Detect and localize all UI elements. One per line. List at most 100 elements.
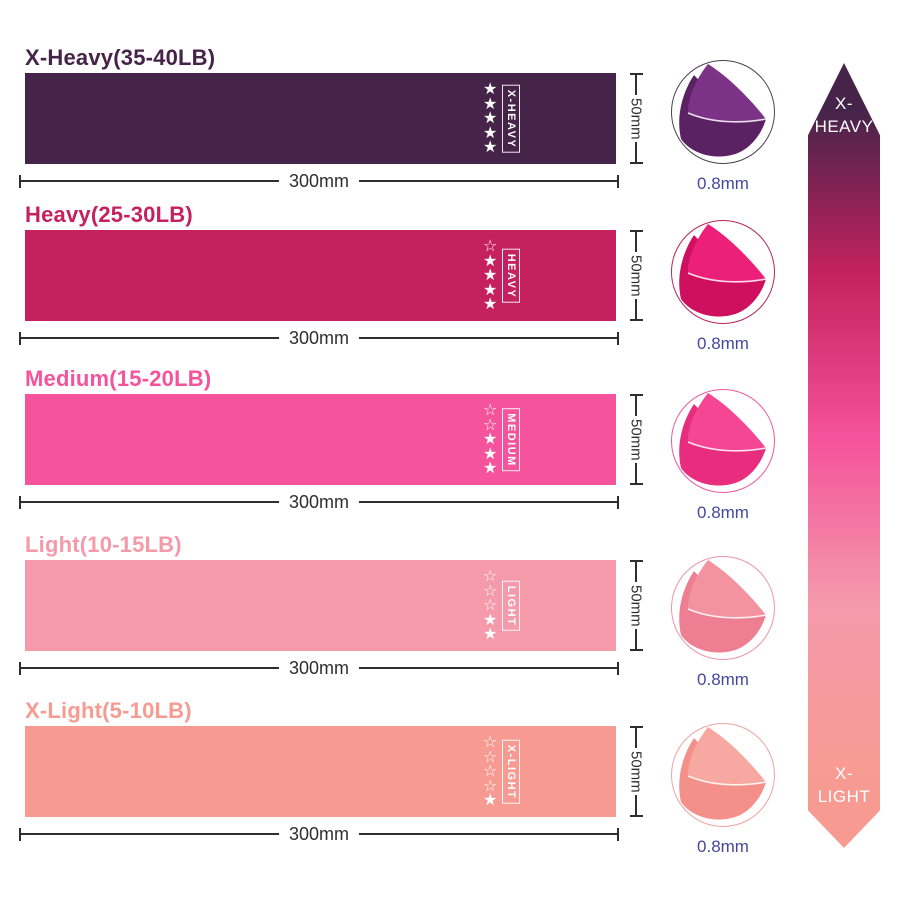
- star-icon: ★: [483, 443, 498, 463]
- star-icon: ★: [483, 137, 498, 156]
- dimension-tick: [19, 827, 21, 841]
- dimension-line: [21, 501, 279, 503]
- dimension-line: [21, 180, 279, 182]
- dimension-tick: [617, 827, 619, 841]
- thickness-thumb-heavy: 0.8mm: [668, 220, 778, 354]
- star-icon: ★: [483, 93, 498, 113]
- star-icon: ☆: [483, 236, 498, 255]
- band-title: X-Light(5-10LB): [25, 698, 192, 723]
- folded-band-graphic: [679, 727, 767, 820]
- height-dimension-label: 50mm: [627, 97, 645, 140]
- folded-band-graphic: [679, 64, 767, 157]
- star-rating: ☆ ☆ ☆ ☆ ★: [483, 734, 498, 809]
- width-dimension: 300mm: [19, 164, 619, 198]
- folded-band-graphic: [679, 393, 767, 486]
- star-icon: ★: [483, 458, 498, 477]
- star-icon: ☆: [483, 400, 498, 419]
- star-icon: ☆: [483, 566, 498, 585]
- height-dimension: 50mm: [627, 73, 645, 164]
- thickness-thumb-x-light: 0.8mm: [668, 723, 778, 857]
- band-fold-flap: [687, 727, 766, 785]
- dimension-tick: [629, 319, 643, 321]
- dimension-tick: [629, 394, 643, 396]
- band-title: Medium(15-20LB): [25, 366, 212, 391]
- band-fold-highlight: [687, 441, 767, 452]
- thickness-label: 0.8mm: [697, 503, 749, 522]
- folded-band-photo: [671, 60, 775, 164]
- thickness-thumb-light: 0.8mm: [668, 556, 778, 690]
- resistance-band-x-heavy: ★ ★ ★ ★ ★ X-HEAVY: [25, 73, 616, 164]
- width-dimension: 300mm: [19, 485, 619, 519]
- band-title: X-Heavy(35-40LB): [25, 45, 216, 70]
- dimension-line: [21, 667, 279, 669]
- dimension-line: [635, 463, 637, 483]
- dimension-line: [359, 180, 617, 182]
- dimension-tick: [629, 230, 643, 232]
- band-strength-label: X-LIGHT: [502, 739, 520, 804]
- dimension-tick: [617, 495, 619, 509]
- band-fold-highlight: [687, 112, 767, 123]
- star-rating: ☆ ☆ ★ ★ ★: [483, 400, 498, 477]
- band-fold-highlight: [687, 608, 767, 619]
- folded-band-photo: [671, 556, 775, 660]
- star-icon: ★: [483, 122, 498, 142]
- dimension-tick: [629, 73, 643, 75]
- width-dimension-label: 300mm: [288, 657, 350, 678]
- dimension-tick: [19, 331, 21, 345]
- arrow-label-x-light: X- LIGHT: [808, 762, 880, 808]
- star-icon: ★: [483, 279, 498, 299]
- thickness-label: 0.8mm: [697, 334, 749, 353]
- thickness-label: 0.8mm: [697, 670, 749, 689]
- star-icon: ☆: [483, 746, 498, 766]
- dimension-tick: [617, 331, 619, 345]
- height-dimension-label: 50mm: [627, 750, 645, 793]
- star-icon: ★: [483, 790, 498, 809]
- dimension-line: [635, 795, 637, 815]
- resistance-band-medium: ☆ ☆ ★ ★ ★ MEDIUM: [25, 394, 616, 485]
- band-strength-label: LIGHT: [502, 580, 520, 631]
- band-strength-label: X-HEAVY: [502, 84, 520, 153]
- arrow-label-x-heavy: X- HEAVY: [808, 92, 880, 138]
- arrow-label-line: X-: [835, 764, 853, 783]
- width-dimension-label: 300mm: [288, 491, 350, 512]
- star-icon: ★: [483, 624, 498, 643]
- dimension-line: [21, 337, 279, 339]
- dimension-tick: [617, 174, 619, 188]
- dimension-tick: [629, 560, 643, 562]
- star-rating: ☆ ☆ ☆ ★ ★: [483, 566, 498, 643]
- dimension-tick: [629, 726, 643, 728]
- band-strength-label: HEAVY: [502, 248, 520, 303]
- band-fold-flap: [687, 64, 766, 122]
- dimension-line: [635, 299, 637, 319]
- dimension-line: [635, 396, 637, 416]
- height-dimension-label: 50mm: [627, 584, 645, 627]
- width-dimension-label: 300mm: [288, 327, 350, 348]
- star-icon: ☆: [483, 595, 498, 614]
- dimension-line: [635, 232, 637, 252]
- height-dimension: 50mm: [627, 726, 645, 817]
- dimension-tick: [19, 661, 21, 675]
- band-section-medium: Medium(15-20LB) ☆ ☆ ★ ★ ★ MEDIUM 50mm 30…: [19, 365, 645, 519]
- band-fold-flap: [687, 224, 766, 282]
- width-dimension-label: 300mm: [288, 170, 350, 191]
- height-dimension: 50mm: [627, 560, 645, 651]
- height-dimension: 50mm: [628, 230, 645, 321]
- folded-band-photo: [671, 723, 775, 827]
- width-dimension: 300mm: [19, 651, 619, 685]
- arrow-label-line: HEAVY: [814, 117, 874, 136]
- width-dimension: 300mm: [19, 817, 619, 851]
- star-rating: ☆ ★ ★ ★ ★: [483, 236, 498, 312]
- dimension-tick: [19, 174, 21, 188]
- folded-band-graphic: [679, 560, 767, 653]
- height-dimension: 50mm: [628, 394, 645, 485]
- resistance-band-light: ☆ ☆ ☆ ★ ★ LIGHT: [25, 560, 616, 651]
- resistance-band-x-light: ☆ ☆ ☆ ☆ ★ X-LIGHT: [25, 726, 616, 817]
- dimension-line: [21, 833, 279, 835]
- dimension-tick: [617, 661, 619, 675]
- dimension-tick: [19, 495, 21, 509]
- star-icon: ☆: [483, 580, 498, 600]
- dimension-tick: [629, 815, 643, 817]
- band-title: Light(10-15LB): [25, 532, 182, 557]
- dimension-line: [359, 833, 617, 835]
- band-fold-highlight: [687, 775, 767, 786]
